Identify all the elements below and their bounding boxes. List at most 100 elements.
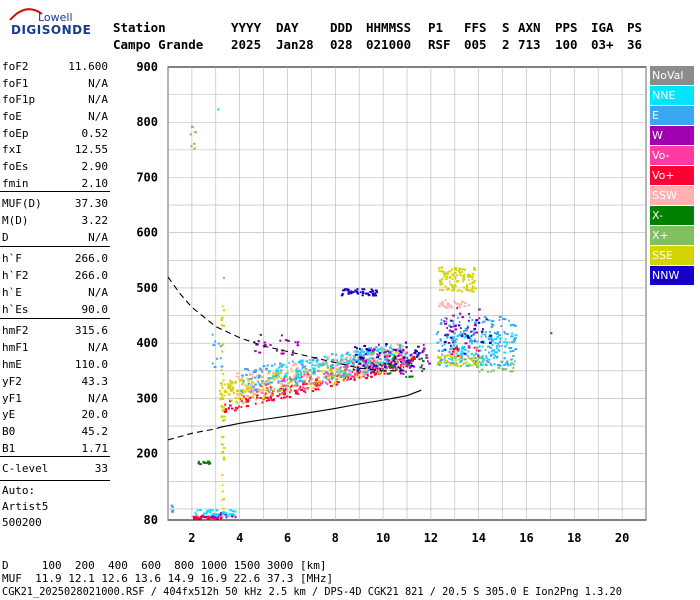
echo-point xyxy=(420,364,423,367)
echo-point xyxy=(307,371,310,374)
echo-point xyxy=(310,382,314,385)
echo-point xyxy=(503,318,507,321)
echo-point xyxy=(471,318,473,321)
echo-point xyxy=(271,388,274,391)
echo-point xyxy=(372,352,375,355)
echo-point xyxy=(377,348,380,351)
echo-point xyxy=(249,374,252,377)
echo-point xyxy=(380,361,383,364)
echo-point xyxy=(222,415,226,418)
echo-point xyxy=(275,368,279,371)
echo-point xyxy=(285,395,289,398)
echo-point xyxy=(467,336,470,339)
echo-point xyxy=(446,272,449,275)
echo-point xyxy=(391,358,394,361)
echo-point xyxy=(285,384,289,387)
echo-point xyxy=(453,300,455,303)
echo-point xyxy=(306,370,309,373)
echo-point xyxy=(339,371,342,374)
echo-point xyxy=(376,368,380,371)
param-b0: B0 45.2 xyxy=(2,425,108,439)
echo-point xyxy=(246,377,250,380)
echo-point xyxy=(482,328,484,331)
echo-point xyxy=(394,355,396,358)
echo-point xyxy=(406,356,409,359)
echo-point xyxy=(445,275,448,278)
echo-point xyxy=(230,388,233,391)
echo-point xyxy=(257,376,261,379)
echo-point xyxy=(221,443,224,446)
echo-point xyxy=(389,351,392,354)
echo-point xyxy=(211,517,215,520)
echo-point xyxy=(221,451,224,454)
echo-point xyxy=(439,270,443,273)
echo-point xyxy=(241,390,244,393)
echo-point xyxy=(455,352,458,355)
echo-point xyxy=(400,365,403,368)
echo-point xyxy=(234,380,237,383)
echo-point xyxy=(336,363,339,366)
echo-point xyxy=(229,382,232,385)
echo-point xyxy=(356,288,359,291)
echo-point xyxy=(303,380,306,383)
echo-point xyxy=(268,391,271,394)
echo-point xyxy=(348,353,351,356)
echo-point xyxy=(406,363,410,366)
echo-point xyxy=(489,337,493,340)
echo-point xyxy=(219,345,222,348)
echo-point xyxy=(389,355,391,358)
echo-point xyxy=(440,266,444,269)
echo-point xyxy=(406,361,409,364)
echo-point xyxy=(416,353,420,356)
echo-point xyxy=(454,277,457,280)
echo-point xyxy=(468,363,471,366)
echo-point xyxy=(276,395,280,398)
echo-point xyxy=(503,330,506,333)
echo-point xyxy=(362,370,365,373)
echo-point xyxy=(219,512,223,515)
echo-point xyxy=(481,357,484,360)
echo-point xyxy=(498,363,501,366)
echo-point xyxy=(445,278,448,281)
echo-point xyxy=(304,391,307,394)
echo-point xyxy=(247,379,250,382)
echo-point xyxy=(436,363,439,366)
header-label-ddd: DDD xyxy=(330,20,353,35)
echo-point xyxy=(408,375,412,378)
echo-point xyxy=(194,515,197,518)
echo-point xyxy=(258,374,261,377)
echo-point xyxy=(446,276,449,279)
header-value-5: RSF xyxy=(428,37,451,52)
echo-point xyxy=(406,359,409,362)
echo-point xyxy=(399,354,403,357)
echo-point xyxy=(455,338,458,341)
echo-point xyxy=(404,361,408,364)
echo-point xyxy=(439,360,442,363)
echo-point xyxy=(480,335,483,338)
echo-point xyxy=(355,290,359,293)
echo-point xyxy=(485,355,487,358)
echo-point xyxy=(246,367,249,370)
echo-point xyxy=(275,349,278,352)
echo-point xyxy=(354,353,358,356)
echo-point xyxy=(456,307,459,310)
echo-point xyxy=(390,344,392,347)
echo-point xyxy=(360,364,363,367)
echo-point xyxy=(249,387,252,390)
echo-point xyxy=(299,385,302,388)
echo-point xyxy=(404,341,408,344)
echo-point xyxy=(438,280,441,283)
echo-point xyxy=(480,356,483,359)
echo-point xyxy=(370,375,372,378)
echo-point xyxy=(452,341,455,344)
echo-point xyxy=(376,365,378,368)
echo-point xyxy=(399,367,402,370)
echo-point xyxy=(236,393,240,396)
echo-point xyxy=(294,381,298,384)
echo-point xyxy=(251,381,255,384)
echo-point xyxy=(490,354,493,357)
param-label: D xyxy=(2,231,9,244)
echo-point xyxy=(514,348,518,351)
echo-point xyxy=(405,375,408,378)
echo-point xyxy=(359,351,362,354)
